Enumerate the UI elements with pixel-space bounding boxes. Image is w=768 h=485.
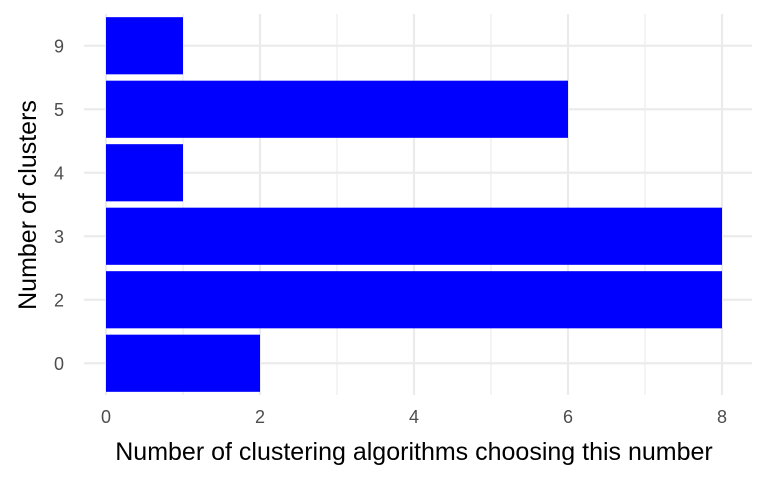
y-axis-ticks: 0 2 3 4 5 9 — [54, 36, 64, 374]
y-tick-label: 2 — [54, 290, 64, 310]
bar-0 — [106, 334, 260, 392]
bar-4 — [106, 144, 183, 202]
bar-5 — [106, 80, 568, 138]
bars — [106, 17, 722, 392]
x-tick-label: 2 — [255, 407, 265, 427]
bar-2 — [106, 271, 722, 329]
x-tick-label: 4 — [409, 407, 419, 427]
bar-9 — [106, 17, 183, 75]
x-axis-title: Number of clustering algorithms choosing… — [115, 438, 713, 466]
y-tick-label: 9 — [54, 36, 64, 56]
y-tick-label: 5 — [54, 100, 64, 120]
x-tick-label: 0 — [101, 407, 111, 427]
x-tick-label: 8 — [717, 407, 727, 427]
y-tick-label: 4 — [54, 163, 64, 183]
x-axis-ticks: 0 2 4 6 8 — [101, 407, 727, 427]
bar-3 — [106, 207, 722, 265]
y-axis-title: Number of clusters — [14, 100, 42, 310]
y-tick-label: 3 — [54, 227, 64, 247]
x-tick-label: 6 — [563, 407, 573, 427]
y-tick-label: 0 — [54, 354, 64, 374]
